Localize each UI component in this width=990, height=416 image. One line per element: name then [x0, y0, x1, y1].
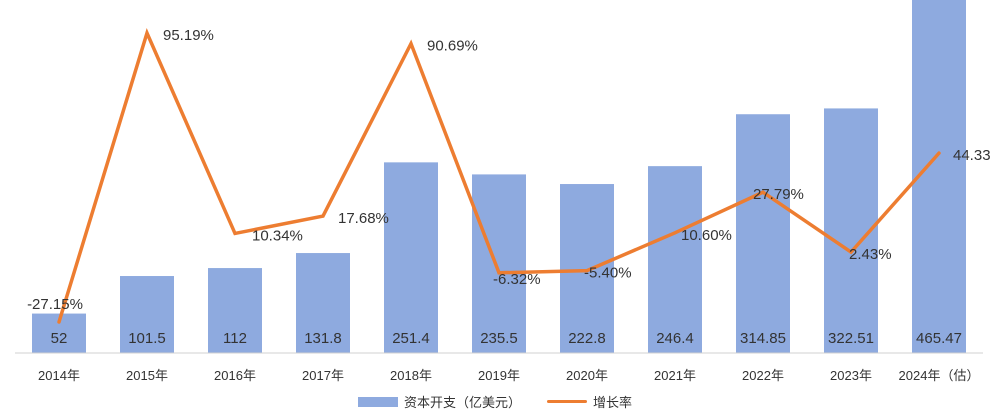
bar-value-label: 314.85 — [740, 330, 786, 347]
bar-value-label: 251.4 — [392, 330, 430, 347]
x-tick-label: 2021年 — [654, 368, 696, 383]
growth-rate-series — [57, 27, 941, 324]
bar-value-label: 112 — [223, 330, 247, 347]
legend: 资本开支（亿美元） 增长率 — [0, 392, 990, 411]
x-tick-label: 2017年 — [302, 368, 344, 383]
growth-rate-point — [937, 151, 941, 155]
x-tick-label: 2023年 — [830, 368, 872, 383]
x-tick-label: 2015年 — [126, 368, 168, 383]
x-tick-label: 2016年 — [214, 368, 256, 383]
bar-series — [32, 0, 966, 353]
growth-rate-label: -6.32% — [493, 271, 541, 288]
legend-label-capex: 资本开支（亿美元） — [403, 395, 521, 410]
bar-value-label: 465.47 — [916, 330, 962, 347]
growth-rate-label: 17.68% — [338, 210, 389, 227]
bar — [208, 268, 262, 353]
bar-value-label: 131.8 — [304, 330, 342, 347]
growth-rate-label: 90.69% — [427, 38, 478, 55]
growth-rate-point — [145, 31, 149, 35]
growth-rate-point — [761, 190, 765, 194]
growth-rate-label: -5.40% — [584, 265, 632, 282]
growth-rate-label: -27.15% — [27, 296, 83, 313]
growth-rate-label: 44.33% — [953, 147, 990, 164]
bar — [384, 162, 438, 353]
growth-rate-point — [497, 271, 501, 275]
bar-value-label: 235.5 — [480, 330, 518, 347]
bar-value-labels: 52 101.5 112 131.8 251.4 235.5 222.8 246.4 314.8… — [51, 330, 962, 347]
bar-value-label: 222.8 — [568, 330, 606, 347]
legend-item-capex: 资本开支（亿美元） — [357, 392, 521, 411]
growth-rate-label: 10.60% — [681, 227, 732, 244]
bar — [296, 253, 350, 353]
bar — [560, 184, 614, 353]
bar — [120, 276, 174, 353]
bar — [912, 0, 966, 353]
x-tick-label: 2020年 — [566, 368, 608, 383]
bar — [472, 174, 526, 353]
growth-rate-point — [585, 269, 589, 273]
legend-label-growth: 增长率 — [593, 395, 633, 410]
growth-rate-label: 10.34% — [252, 227, 303, 244]
bar-value-label: 322.51 — [828, 330, 874, 347]
growth-rate-labels: -27.15% 95.19% 10.34% 17.68% 90.69% -6.32% -5.… — [27, 27, 990, 313]
growth-rate-point — [673, 231, 677, 235]
growth-rate-label: 27.79% — [753, 186, 804, 203]
growth-rate-point — [233, 231, 237, 235]
x-tick-label: 2019年 — [478, 368, 520, 383]
bar — [736, 114, 790, 353]
legend-swatch-line — [547, 400, 587, 403]
legend-swatch-bar — [357, 396, 398, 407]
legend-item-growth: 增长率 — [547, 392, 632, 411]
growth-rate-point — [321, 214, 325, 218]
growth-rate-label: 95.19% — [163, 27, 214, 44]
chart: 52 101.5 112 131.8 251.4 235.5 222.8 246.4 314.8… — [15, 0, 990, 383]
x-tick-label: 2018年 — [390, 368, 432, 383]
x-tick-label: 2024年（估） — [899, 368, 980, 383]
x-tick-labels: 2014年 2015年 2016年 2017年 2018年 2019年 2020年 2021年… — [38, 368, 979, 383]
bar-value-label: 52 — [51, 330, 68, 347]
x-tick-label: 2014年 — [38, 368, 80, 383]
growth-rate-label: 2.43% — [849, 246, 892, 263]
x-tick-label: 2022年 — [742, 368, 784, 383]
bar-value-label: 101.5 — [128, 330, 166, 347]
bar-value-label: 246.4 — [656, 330, 694, 347]
growth-rate-point — [57, 320, 61, 324]
bar — [648, 166, 702, 353]
growth-rate-point — [849, 250, 853, 254]
growth-rate-point — [409, 42, 413, 46]
